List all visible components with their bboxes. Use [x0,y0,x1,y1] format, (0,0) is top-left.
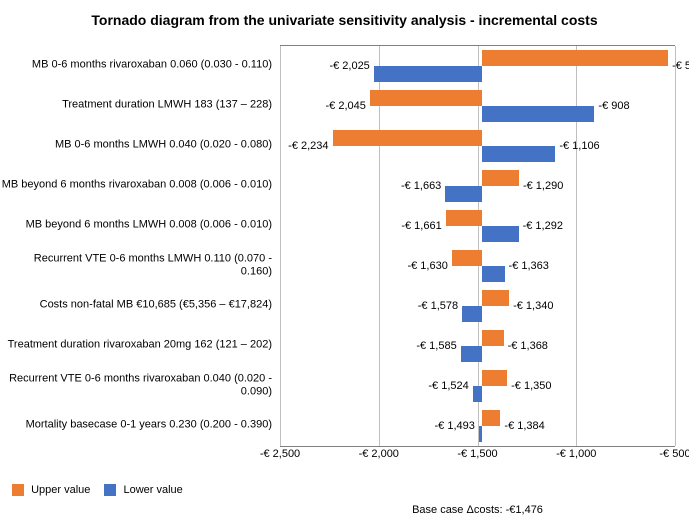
tornado-row: -€ 2,045 -€ 908 [280,90,675,122]
gridline [675,46,676,446]
tornado-row: -€ 1,524 -€ 1,350 [280,370,675,402]
value-label-right: -€ 1,290 [523,180,563,192]
value-label-right: -€ 1,106 [559,140,599,152]
value-label-left: -€ 2,025 [329,60,369,72]
category-label: MB beyond 6 months LMWH 0.008 (0.006 - 0… [0,219,280,232]
tornado-row: -€ 1,661 -€ 1,292 [280,210,675,242]
upper-bar [482,410,500,426]
upper-bar [370,90,482,106]
value-label-right: -€ 1,368 [508,340,548,352]
category-label: Costs non-fatal MB €10,685 (€5,356 – €17… [0,299,280,312]
value-label-left: -€ 2,234 [288,140,328,152]
lower-bar [473,386,482,402]
tornado-row: -€ 1,578 -€ 1,340 [280,290,675,322]
value-label-left: -€ 1,663 [401,180,441,192]
value-label-left: -€ 2,045 [326,100,366,112]
value-label-left: -€ 1,524 [428,380,468,392]
upper-bar [482,290,509,306]
legend-lower-label: Lower value [123,484,182,496]
category-label: MB 0-6 months rivaroxaban 0.060 (0.030 -… [0,59,280,72]
x-tick-label: -€ 1,500 [457,448,497,460]
x-tick-label: -€ 2,500 [260,448,300,460]
lower-bar [482,106,594,122]
lower-bar [482,266,504,282]
lower-bar [374,66,482,82]
category-label: Recurrent VTE 0-6 months rivaroxaban 0.0… [0,372,280,397]
value-label-right: -€ 1,384 [504,420,544,432]
lower-bar [445,186,482,202]
category-label: Treatment duration rivaroxaban 20mg 162 … [0,339,280,352]
category-label: Recurrent VTE 0-6 months LMWH 0.110 (0.0… [0,252,280,277]
chart-title: Tornado diagram from the univariate sens… [0,12,689,28]
value-label-left: -€ 1,585 [416,340,456,352]
lower-bar [462,306,482,322]
x-tick-label: -€ 500 [659,448,689,460]
value-label-right: -€ 1,350 [511,380,551,392]
tornado-row: -€ 2,234 -€ 1,106 [280,130,675,162]
upper-bar [333,130,483,146]
lower-bar [482,146,555,162]
tornado-row: -€ 1,585 -€ 1,368 [280,330,675,362]
value-label-right: -€ 535 [672,60,689,72]
tornado-row: -€ 1,630 -€ 1,363 [280,250,675,282]
legend-upper-label: Upper value [31,484,90,496]
legend-upper-swatch [12,484,24,496]
value-label-right: -€ 1,363 [509,260,549,272]
category-label: MB 0-6 months LMWH 0.040 (0.020 - 0.080) [0,139,280,152]
x-tick-label: -€ 2,000 [359,448,399,460]
category-label: Mortality basecase 0-1 years 0.230 (0.20… [0,419,280,432]
x-axis-title: Base case Δcosts: -€1,476 [280,504,675,516]
upper-bar [482,50,668,66]
upper-bar [446,210,483,226]
legend-upper: Upper value [12,484,90,496]
value-label-left: -€ 1,630 [407,260,447,272]
category-label: Treatment duration LMWH 183 (137 – 228) [0,99,280,112]
tornado-row: -€ 1,493 -€ 1,384 [280,410,675,442]
plot-area: -€ 2,025-€ 535 -€ 2,045 -€ 908 -€ 2,234 -€ 1… [280,45,675,447]
lower-bar [482,226,518,242]
value-label-left: -€ 1,578 [418,300,458,312]
tornado-row: -€ 1,663 -€ 1,290 [280,170,675,202]
lower-bar [479,426,482,442]
value-label-right: -€ 1,292 [523,220,563,232]
lower-bar [461,346,483,362]
tornado-row: -€ 2,025-€ 535 [280,50,675,82]
upper-bar [482,370,507,386]
x-tick-label: -€ 1,000 [556,448,596,460]
legend-lower-swatch [104,484,116,496]
upper-bar [482,330,503,346]
legend: Upper value Lower value [12,484,183,496]
upper-bar [452,250,482,266]
value-label-left: -€ 1,493 [435,420,475,432]
category-label: MB beyond 6 months rivaroxaban 0.008 (0.… [0,179,280,192]
value-label-left: -€ 1,661 [401,220,441,232]
value-label-right: -€ 1,340 [513,300,553,312]
legend-lower: Lower value [104,484,182,496]
value-label-right: -€ 908 [598,100,629,112]
upper-bar [482,170,519,186]
